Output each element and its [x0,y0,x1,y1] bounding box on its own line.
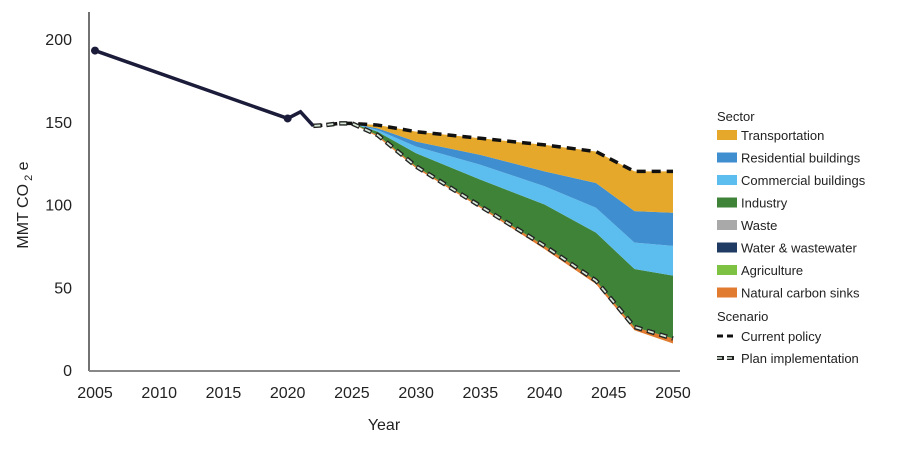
y-tick-label: 50 [54,280,72,297]
x-tick-label: 2015 [206,385,242,402]
x-tick-label: 2025 [334,385,370,402]
x-tick-label: 2045 [591,385,627,402]
legend-swatch [717,152,737,163]
x-tick-label: 2050 [655,385,691,402]
historical-point [91,46,99,55]
x-tick-label: 2010 [141,385,177,402]
x-tick-label: 2030 [398,385,434,402]
legend-swatch [717,220,737,230]
historical-point [283,114,292,123]
legend-swatch [717,242,737,253]
legend-label: Commercial buildings [741,173,866,188]
area-commercial-buildings [313,123,673,276]
legend-label: Water & wastewater [741,241,858,256]
legend-label: Industry [741,196,788,211]
area-industry [313,123,673,339]
x-tick-label: 2040 [527,385,563,402]
legend-label: Residential buildings [741,151,861,166]
legend-label: Transportation [741,128,824,143]
x-axis-label: Year [368,417,401,434]
historical-line [94,48,315,128]
legend-swatch [717,197,737,208]
y-axis-label: MMT CO 2 e [15,161,35,248]
y-tick-label: 100 [45,198,72,215]
legend-scenario-title: Scenario [717,309,768,324]
area-residential-buildings [313,123,673,246]
y-tick-label: 150 [45,115,72,132]
legend-swatch [717,175,737,185]
legend-sector-title: Sector [717,109,755,124]
legend-label: Natural carbon sinks [741,286,860,301]
legend-swatch [717,287,737,298]
x-tick-label: 2005 [77,385,113,402]
legend-label: Plan implementation [741,351,859,366]
legend-label: Agriculture [741,263,803,278]
legend-label: Current policy [741,329,822,344]
current-policy-line [313,121,673,174]
x-tick-label: 2035 [463,385,499,402]
y-tick-label: 200 [45,32,72,49]
x-tick-label: 2020 [270,385,306,402]
legend-label: Waste [741,218,777,233]
legend-swatch [717,265,737,275]
y-tick-label: 0 [63,363,72,380]
legend-swatch [717,130,737,140]
